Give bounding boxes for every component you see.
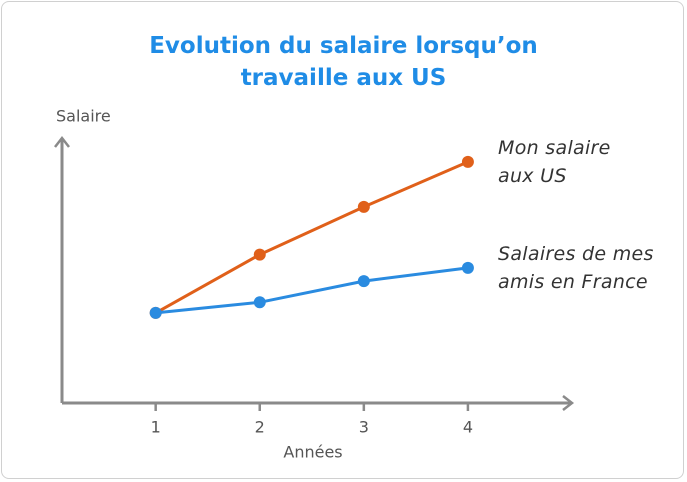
data-point: [253, 296, 266, 309]
data-point: [357, 275, 370, 288]
x-tick-label: 4: [463, 418, 473, 437]
data-point: [461, 261, 474, 274]
data-point: [461, 155, 474, 168]
data-point: [357, 200, 370, 213]
x-axis-arrow: [562, 395, 575, 411]
x-tick-label: 2: [255, 418, 265, 437]
y-axis-label: Salaire: [56, 107, 111, 126]
chart-title: Evolution du salaire lorsqu’on travaille…: [149, 33, 538, 91]
y-axis-arrow: [54, 135, 70, 148]
series-line: [154, 160, 469, 315]
data-point: [253, 248, 266, 261]
x-tick-label: 1: [151, 418, 161, 437]
series-label: Salaires de mes amis en France: [498, 243, 654, 293]
x-axis-label: Années: [283, 443, 342, 462]
series-line: [155, 266, 469, 315]
series-label: Mon salaire aux US: [498, 137, 611, 187]
data-point: [149, 306, 162, 319]
x-tick-label: 3: [359, 418, 369, 437]
